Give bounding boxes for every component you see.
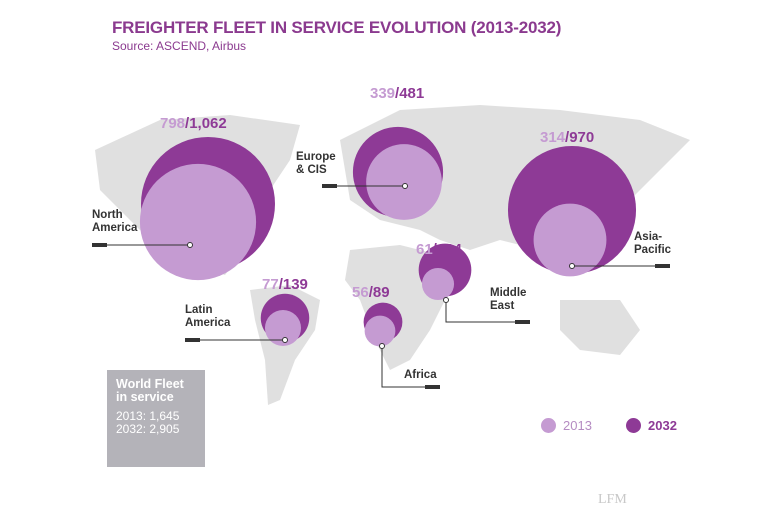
chart-title: FREIGHTER FLEET IN SERVICE EVOLUTION (20…	[112, 18, 562, 37]
world-fleet-2013: 2013: 1,645	[116, 409, 180, 423]
bubble-2013-europe-cis	[366, 144, 442, 220]
bubble-2013-asia-pacific	[533, 203, 607, 277]
anchor-dot-latin-america	[282, 337, 288, 343]
label-bar-middle-east	[515, 320, 530, 324]
logo: LFM	[598, 492, 627, 507]
legend-2013: 2013	[541, 418, 592, 433]
anchor-dot-north-america	[187, 242, 193, 248]
value-2032: /481	[395, 85, 424, 102]
region-label-middle-east: Middle	[490, 287, 526, 299]
leader-line-middle-east	[445, 300, 530, 323]
bubble-2013-latin-america	[264, 309, 302, 347]
region-label-latin-america: America	[185, 317, 231, 329]
leader-line-africa	[381, 346, 440, 388]
label-bar-north-america	[92, 243, 107, 247]
region-label-middle-east: East	[490, 300, 514, 312]
value-2013: 339	[370, 85, 395, 102]
legend-dot-2013	[541, 418, 556, 433]
value-2013: 61	[416, 241, 433, 258]
bubble-2013-middle-east	[421, 267, 455, 301]
value-label-latin-america: 77/139	[262, 276, 308, 293]
value-2013: 798	[160, 115, 185, 132]
value-2013: 56	[352, 284, 369, 301]
value-2032: /89	[369, 284, 390, 301]
region-label-asia-pacific: Asia-	[634, 231, 662, 243]
bubble-2013-north-america	[139, 163, 257, 281]
value-label-africa: 56/89	[352, 284, 390, 301]
region-label-latin-america: Latin	[185, 304, 212, 316]
value-2032: /164	[433, 241, 463, 258]
anchor-dot-asia-pacific	[569, 263, 575, 269]
region-label-north-america: America	[92, 222, 138, 234]
label-bar-latin-america	[185, 338, 200, 342]
world-fleet-title-2: in service	[116, 390, 174, 404]
legend-label-2013: 2013	[563, 418, 592, 433]
bubble-2013-africa	[364, 315, 396, 347]
world-fleet-title-1: World Fleet	[116, 377, 184, 391]
anchor-dot-europe-cis	[402, 183, 408, 189]
region-label-asia-pacific: Pacific	[634, 244, 672, 256]
region-label-europe-cis: & CIS	[296, 164, 327, 176]
value-label-middle-east: 61/164	[416, 241, 463, 258]
anchor-dot-middle-east	[443, 297, 449, 303]
label-bar-asia-pacific	[655, 264, 670, 268]
value-label-north-america: 798/1,062	[160, 115, 227, 132]
world-fleet-2032: 2032: 2,905	[116, 422, 180, 436]
label-bar-africa	[425, 385, 440, 389]
legend-2032: 2032	[626, 418, 677, 433]
world-fleet-box: World Fleet in service 2013: 1,645 2032:…	[107, 370, 205, 467]
region-label-europe-cis: Europe	[296, 151, 336, 163]
value-2032: /139	[279, 276, 308, 293]
value-label-europe-cis: 339/481	[370, 85, 424, 102]
value-label-asia-pacific: 314/970	[540, 129, 594, 146]
legend-dot-2032	[626, 418, 641, 433]
anchor-dot-africa	[379, 343, 385, 349]
value-2032: /970	[565, 129, 594, 146]
value-2013: 77	[262, 276, 279, 293]
region-label-africa: Africa	[404, 369, 437, 381]
value-2032: /1,062	[185, 115, 227, 132]
chart-subtitle: Source: ASCEND, Airbus	[112, 39, 247, 53]
label-bar-europe-cis	[322, 184, 337, 188]
region-label-north-america: North	[92, 209, 123, 221]
legend-label-2032: 2032	[648, 418, 677, 433]
value-2013: 314	[540, 129, 566, 146]
